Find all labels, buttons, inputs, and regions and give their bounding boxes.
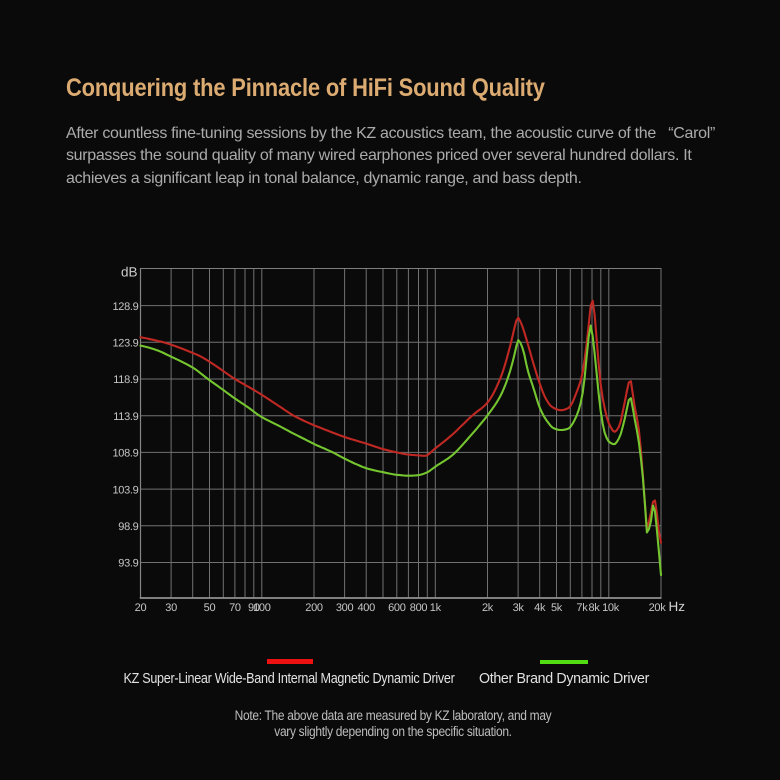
svg-text:3k: 3k xyxy=(513,602,525,614)
svg-text:103.9: 103.9 xyxy=(112,484,138,496)
svg-text:20k: 20k xyxy=(649,602,667,614)
svg-text:108.9: 108.9 xyxy=(112,448,138,460)
svg-text:2k: 2k xyxy=(482,602,494,614)
svg-text:Hz: Hz xyxy=(669,599,686,614)
svg-text:300: 300 xyxy=(336,602,354,614)
svg-text:70: 70 xyxy=(229,602,241,614)
svg-text:7k: 7k xyxy=(576,602,588,614)
svg-text:10k: 10k xyxy=(602,602,620,614)
svg-text:800: 800 xyxy=(410,602,428,614)
svg-text:400: 400 xyxy=(357,602,375,614)
svg-text:100: 100 xyxy=(253,602,271,614)
svg-text:5k: 5k xyxy=(551,602,563,614)
svg-text:dB: dB xyxy=(121,265,138,280)
svg-text:123.9: 123.9 xyxy=(112,338,138,350)
svg-text:200: 200 xyxy=(305,602,323,614)
svg-text:4k: 4k xyxy=(534,602,546,614)
svg-text:20: 20 xyxy=(135,602,147,614)
svg-text:98.9: 98.9 xyxy=(118,521,138,533)
svg-text:1k: 1k xyxy=(430,602,442,614)
svg-text:30: 30 xyxy=(165,602,177,614)
svg-text:113.9: 113.9 xyxy=(113,411,138,423)
svg-text:600: 600 xyxy=(388,602,406,614)
svg-text:128.9: 128.9 xyxy=(112,301,138,313)
svg-text:93.9: 93.9 xyxy=(118,558,138,570)
svg-text:118.9: 118.9 xyxy=(113,374,138,386)
svg-text:8k: 8k xyxy=(588,602,600,614)
svg-text:90: 90 xyxy=(248,602,260,614)
svg-text:50: 50 xyxy=(204,602,216,614)
